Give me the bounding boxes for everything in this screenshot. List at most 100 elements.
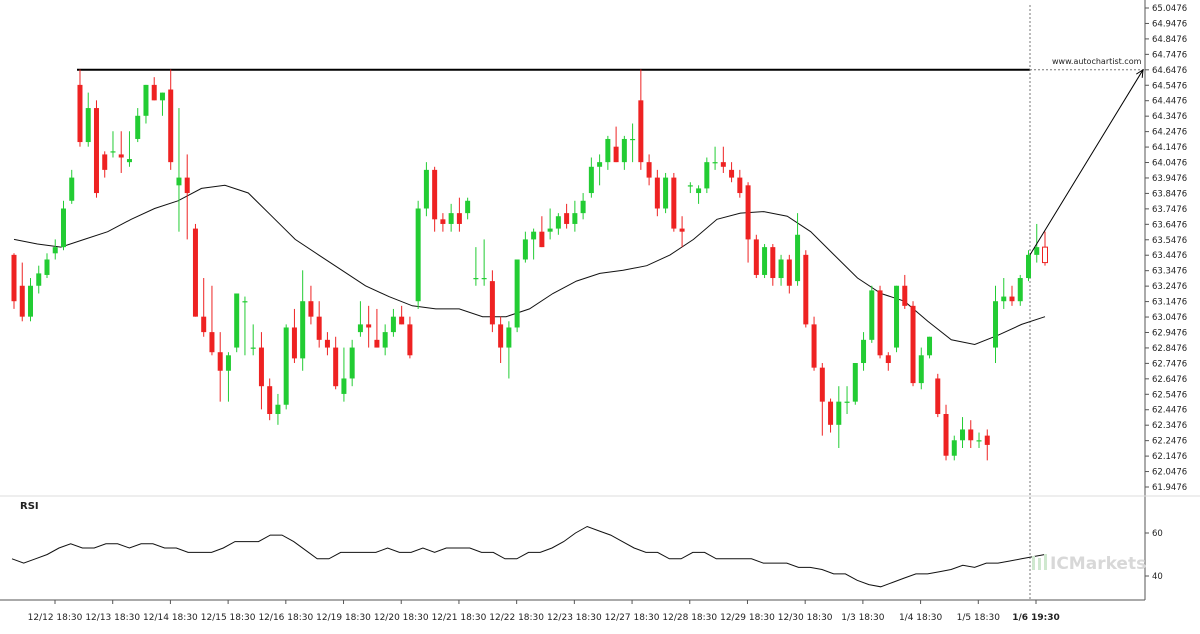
candle-body [267,386,273,415]
candle-body [671,177,677,229]
price-tick-label: 61.9476 [1152,483,1187,493]
candle-body [844,401,850,403]
candle-body [885,355,891,364]
candle-body [135,115,141,139]
price-tick-label: 62.7476 [1152,359,1187,369]
time-axis-labels: 12/12 18:30 12/13 18:30 12/14 18:30 12/15 1… [28,600,1060,623]
candle-body [555,216,561,229]
candle-body [704,162,710,189]
rsi-line [11,525,1046,588]
price-tick-label: 63.1476 [1152,298,1187,308]
price-tick-label: 63.2476 [1152,282,1187,292]
price-tick-label: 64.0476 [1152,159,1187,169]
time-tick-label: 12/27 18:30 [605,613,660,623]
candle-body [638,100,644,163]
price-tick-label: 64.2476 [1152,128,1187,138]
time-tick-label: 12/23 18:30 [547,613,602,623]
candle-body [621,138,627,163]
candle-body [291,327,297,359]
price-tick-label: 62.9476 [1152,328,1187,338]
time-tick-label: 12/28 18:30 [662,613,717,623]
candle-body [935,378,941,415]
candle-body [242,301,248,303]
price-tick-label: 62.1476 [1152,452,1187,462]
resistance-line [77,5,1145,600]
candle-body [514,259,520,328]
candle-body [432,169,438,220]
candle-body [19,285,25,317]
price-tick-label: 64.1476 [1152,143,1187,153]
time-tick-label: 1/5 18:30 [957,613,1001,623]
arrow-head-icon [1136,68,1144,78]
candle-body [597,162,603,167]
candle-body [547,228,553,232]
projection-arrow [1029,68,1144,256]
time-tick-label: 12/20 18:30 [374,613,429,623]
candle-body [918,355,924,384]
candle-body [217,352,223,371]
time-tick-label: 12/30 18:30 [778,613,833,623]
candle-body [803,254,809,325]
candle-body [696,188,702,194]
candle-body [753,239,759,275]
price-tick-label: 62.3476 [1152,421,1187,431]
price-tick-label: 62.6476 [1152,375,1187,385]
candle-body [819,367,825,402]
candle-body [1034,247,1040,255]
candle-body [465,200,471,214]
candle-body [861,339,867,364]
candle-body [531,231,537,240]
candle-body [910,305,916,384]
candle-body [225,355,231,371]
candle-body [234,293,240,348]
candle-body [473,278,479,280]
candle-body [168,89,174,163]
axes-frame [0,0,1200,601]
time-tick-label: 12/13 18:30 [85,613,140,623]
candle-body [374,339,380,348]
rsi-panel: 60 40 [11,525,1163,588]
candle-body [646,162,652,178]
candle-body [564,213,570,224]
price-tick-label: 63.6476 [1152,220,1187,230]
candle-body [522,239,528,260]
price-tick-label: 64.4476 [1152,97,1187,107]
candle-body [176,177,182,186]
candle-body [943,414,949,456]
price-tick-label: 63.7476 [1152,205,1187,215]
candle-body [44,259,50,275]
candle-body [877,290,883,356]
price-tick-label: 64.7476 [1152,50,1187,60]
time-tick-label: 12/29 18:30 [720,613,775,623]
candle-body [151,84,157,101]
candle-body [654,177,660,209]
price-tick-label: 63.0476 [1152,313,1187,323]
candle-body [77,84,83,143]
price-tick-label: 64.3476 [1152,112,1187,122]
price-tick-label: 64.9476 [1152,19,1187,29]
candle-body [52,247,58,254]
watermark-text: ICMarkets [1050,554,1146,574]
candle-body [275,404,281,415]
moving-average-line [13,184,1046,346]
candle-body [539,231,545,248]
rsi-title: RSI [20,501,39,512]
candle-body [69,177,75,201]
projection-line [1029,69,1144,256]
price-tick-label: 63.5476 [1152,236,1187,246]
candle-body [201,316,207,333]
candle-body [613,146,619,163]
candle-body [407,324,413,356]
candle-body [283,327,289,405]
candle-body [60,208,66,248]
price-tick-label: 64.8476 [1152,35,1187,45]
price-axis-labels: 65.0476 64.9476 64.8476 64.7476 64.6476 64.54… [1145,4,1187,493]
candle-body [1026,254,1032,279]
candle-body [357,324,363,333]
candle-body [85,108,91,143]
candle-body [498,324,504,348]
candle-body [572,213,578,224]
candle-body [687,185,693,187]
